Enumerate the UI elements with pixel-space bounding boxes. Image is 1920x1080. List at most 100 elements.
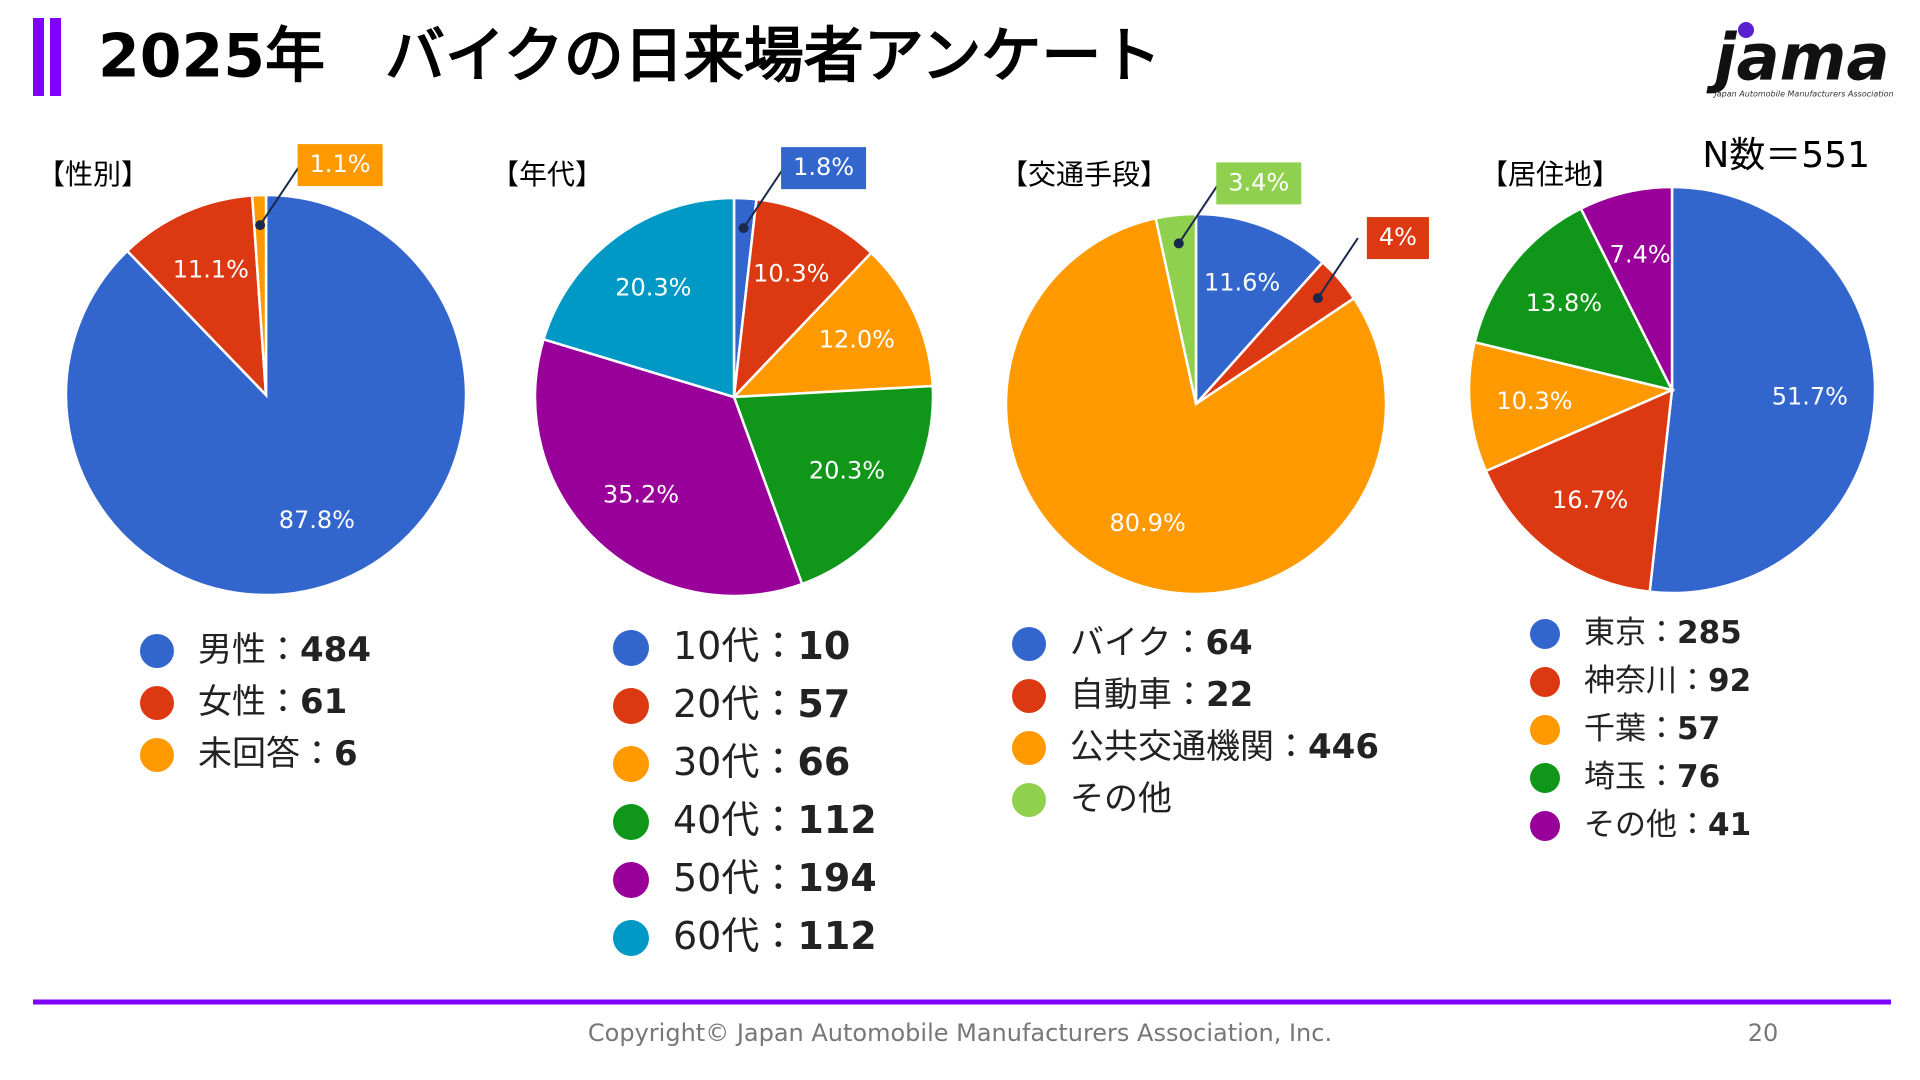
- legend-label: 神奈川: [1584, 663, 1677, 699]
- pie-slice: [1467, 340, 1676, 473]
- slice-label: 11.6%: [1204, 268, 1280, 296]
- legend-marker: [140, 738, 174, 772]
- legend-label: 男性: [198, 630, 266, 670]
- chart-title: 【居住地】: [1480, 158, 1620, 191]
- pie-slice: [1579, 185, 1674, 391]
- callout-line: [742, 167, 785, 229]
- legend-count: 484: [300, 630, 371, 670]
- chart-title: 【年代】: [491, 158, 603, 191]
- logo: jama: [1706, 22, 1890, 96]
- slice-label: 13.8%: [1526, 289, 1602, 317]
- pie-slice: [732, 384, 935, 586]
- legend-separator: ：: [266, 630, 300, 670]
- legend-count: 92: [1708, 663, 1751, 699]
- pie-slice: [1004, 216, 1388, 596]
- slice-label: 7.4%: [1610, 241, 1671, 269]
- legend-separator: ：: [759, 682, 797, 726]
- callout-line: [259, 164, 301, 226]
- pie-slice: [533, 337, 804, 598]
- legend-label: 40代: [673, 798, 759, 842]
- chart-title: 【交通手段】: [1000, 158, 1168, 191]
- legend-entry: 公共交通機関：446: [1070, 727, 1379, 767]
- copyright: Copyright© Japan Automobile Manufacturer…: [588, 1019, 1332, 1047]
- legend-entry: 50代：194: [673, 856, 877, 900]
- legend-entry: 東京：285: [1584, 615, 1742, 651]
- legend-label: 未回答: [198, 734, 300, 774]
- legend-count: 6: [334, 734, 358, 774]
- legend-label: 30代: [673, 740, 759, 784]
- legend-label: 公共交通機関: [1070, 727, 1274, 767]
- logo-dot: [1738, 22, 1754, 38]
- legend-count: 64: [1205, 623, 1252, 663]
- legend-count: 41: [1708, 807, 1751, 843]
- callout-box: [781, 147, 867, 190]
- sample-size: N数＝551: [1702, 135, 1870, 176]
- legend-marker: [1012, 679, 1046, 713]
- slice-label: 11.1%: [173, 256, 249, 284]
- title-bar: [50, 18, 61, 96]
- legend-entry: 自動車：22: [1070, 675, 1253, 715]
- slice-label: 12.0%: [819, 325, 895, 353]
- callout-dot: [255, 220, 266, 231]
- legend-count: 112: [797, 914, 876, 958]
- slice-label: 1.1%: [310, 150, 371, 178]
- legend-separator: ：: [1646, 759, 1677, 795]
- legend-entry: 神奈川：92: [1584, 663, 1751, 699]
- slice-label: 87.8%: [279, 506, 355, 534]
- legend-marker: [1012, 627, 1046, 661]
- legend-entry: 40代：112: [673, 798, 877, 842]
- slice-label: 35.2%: [603, 480, 679, 508]
- legend-marker: [1012, 783, 1046, 817]
- legend-separator: ：: [759, 856, 797, 900]
- legend-label: 20代: [673, 682, 759, 726]
- legend-marker: [1530, 811, 1560, 841]
- legend-marker: [613, 630, 649, 666]
- legend-marker: [613, 862, 649, 898]
- callout-line: [1317, 237, 1359, 299]
- legend-count: 22: [1206, 675, 1253, 715]
- legend-separator: ：: [1646, 711, 1677, 747]
- callout-box: [1216, 162, 1302, 205]
- legend-marker: [1530, 763, 1560, 793]
- legend-entry: バイク：64: [1070, 623, 1253, 663]
- legend-marker: [1530, 619, 1560, 649]
- legend-separator: ：: [1646, 615, 1677, 651]
- legend-label: 50代: [673, 856, 759, 900]
- title-bar: [33, 18, 44, 96]
- legend-separator: ：: [1274, 727, 1308, 767]
- callout-dot: [1312, 293, 1323, 304]
- slice-label: 16.7%: [1552, 486, 1628, 514]
- legend-entry: 女性：61: [198, 682, 347, 722]
- pie-slice: [1154, 212, 1198, 405]
- slide-title: 2025年 バイクの日来場者アンケート: [98, 22, 1161, 92]
- legend-label: 埼玉: [1584, 759, 1646, 795]
- slice-label: 10.3%: [753, 259, 829, 287]
- legend-label: バイク: [1070, 623, 1171, 663]
- legend-entry: 20代：57: [673, 682, 850, 726]
- pie-slice: [541, 196, 736, 399]
- legend-marker: [613, 920, 649, 956]
- slice-label: 1.8%: [793, 153, 854, 181]
- pie-slice: [125, 194, 268, 399]
- legend-count: 10: [797, 624, 850, 668]
- slice-label: 10.3%: [1496, 387, 1572, 415]
- legend-count: 66: [797, 740, 850, 784]
- legend-count: 112: [797, 798, 876, 842]
- slice-label: 51.7%: [1772, 383, 1848, 411]
- legend-count: 285: [1677, 615, 1742, 651]
- callout-line: [1177, 182, 1220, 244]
- pie-slice: [1484, 387, 1674, 594]
- legend-entry: その他: [1070, 779, 1172, 819]
- page-number: 20: [1748, 1019, 1779, 1047]
- legend-label: その他: [1070, 779, 1172, 819]
- pie-slice: [250, 193, 268, 396]
- legend-separator: ：: [759, 740, 797, 784]
- legend-separator: ：: [1172, 675, 1206, 715]
- legend-marker: [613, 804, 649, 840]
- legend-marker: [613, 746, 649, 782]
- legend-separator: ：: [266, 682, 300, 722]
- pie-slice: [1473, 206, 1675, 392]
- legend-entry: 10代：10: [673, 624, 850, 668]
- slice-label: 20.3%: [615, 273, 691, 301]
